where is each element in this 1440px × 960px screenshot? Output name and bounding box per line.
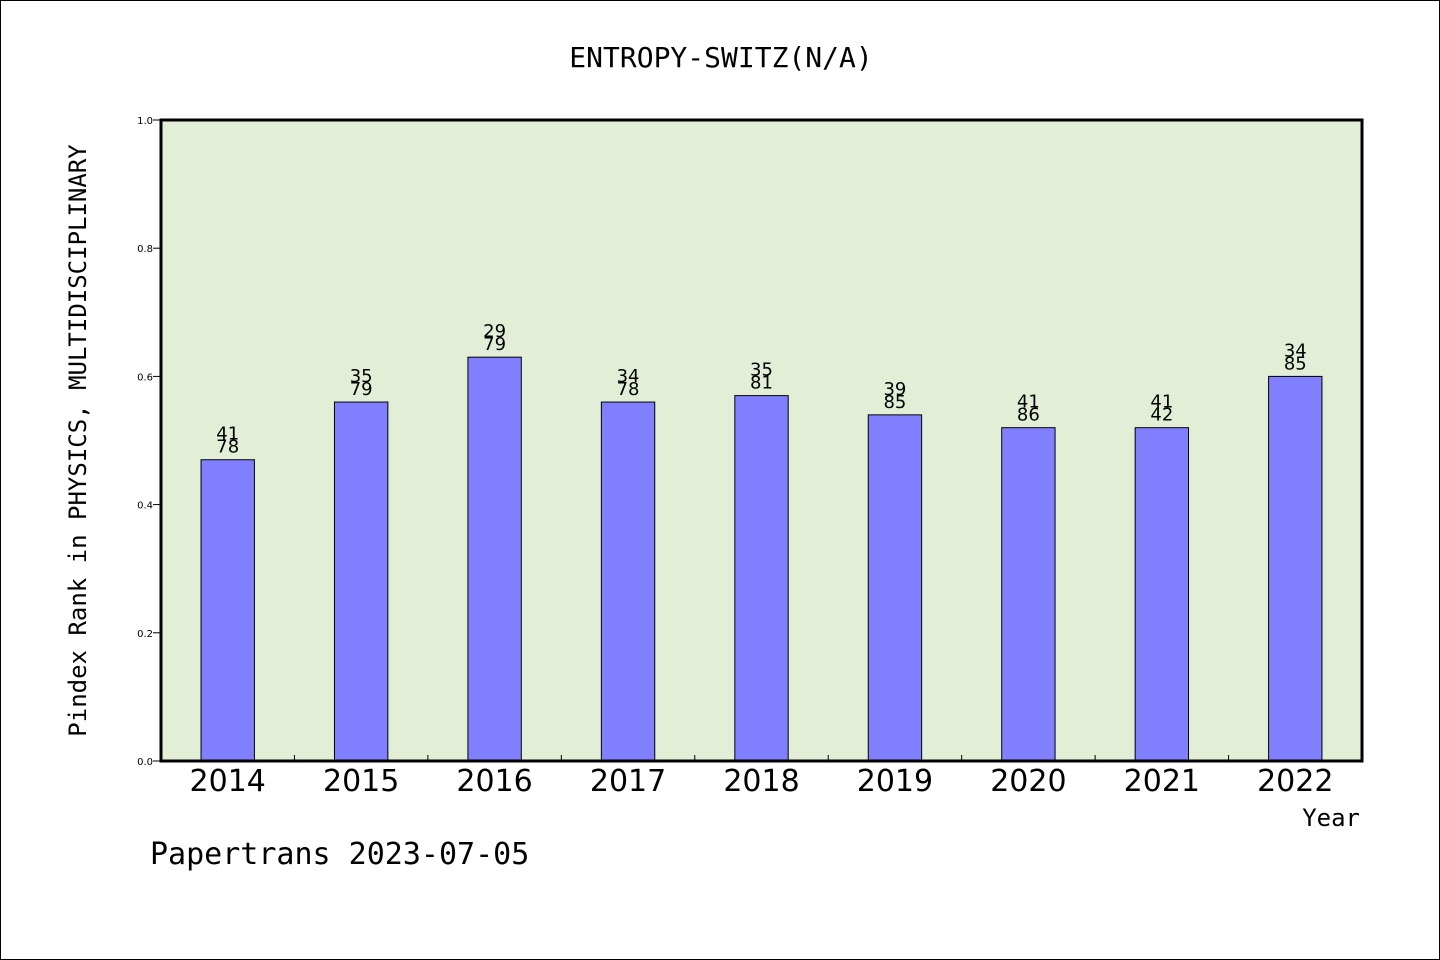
total-label-2021: 42 [1150,405,1173,426]
bar-2014 [200,459,255,762]
total-label-2022: 85 [1284,353,1307,374]
y-tick-label: 1.0 [137,116,153,127]
chart-title: ENTROPY-SWITZ(N/A) [569,41,872,74]
x-axis-label: Year [1302,804,1360,832]
total-label-2015: 79 [350,379,373,400]
x-tick-label-2016: 2016 [456,764,532,799]
x-tick-label-2020: 2020 [990,764,1066,799]
y-tick-label: 0.0 [137,757,153,768]
plot-border [159,118,1364,763]
y-tick-label: 0.8 [137,244,153,255]
y-tick-label: 0.6 [137,372,153,383]
rank-label-2016: 29 [483,321,506,342]
rank-label-2020: 41 [1017,392,1040,413]
x-tick-label-2014: 2014 [190,764,266,799]
rank-label-2018: 35 [750,360,773,381]
bar-2017 [600,401,656,762]
bar-2020 [1001,427,1056,762]
bar-2015 [333,401,389,762]
y-tick-label: 0.4 [137,501,153,512]
bars-group [200,356,1323,762]
y-tick-label: 0.2 [137,629,153,640]
axis-ticks-group: 0.0 0.2 0.4 0.6 0.8 1.0 2014 2015 2016 2017 2018 20… [137,116,1333,799]
x-tick-label-2021: 2021 [1124,764,1200,799]
total-label-2017: 78 [617,379,640,400]
bar-2019 [867,414,923,762]
rank-label-2017: 34 [617,366,640,387]
total-label-2020: 86 [1017,405,1040,426]
total-label-2016: 79 [483,334,506,355]
total-label-2014: 78 [216,437,239,458]
rank-label-2021: 41 [1150,392,1173,413]
x-tick-label-2019: 2019 [857,764,933,799]
bar-2022 [1268,375,1323,762]
bar-2021 [1134,427,1190,762]
total-label-2019: 85 [883,392,906,413]
footer-text: Papertrans 2023-07-05 [150,837,529,872]
bar-2018 [734,395,789,762]
bar-2016 [467,356,522,762]
rank-label-2014: 41 [216,424,239,445]
x-tick-label-2018: 2018 [723,764,799,799]
x-tick-label-2022: 2022 [1257,764,1333,799]
rank-label-2019: 39 [883,379,906,400]
x-tick-label-2015: 2015 [323,764,399,799]
x-tick-label-2017: 2017 [590,764,666,799]
rank-label-2015: 35 [350,366,373,387]
rank-label-2022: 34 [1284,340,1307,361]
total-label-2018: 81 [750,373,773,394]
y-axis-label: Pindex Rank in PHYSICS, MULTIDISCIPLINAR… [64,144,92,737]
